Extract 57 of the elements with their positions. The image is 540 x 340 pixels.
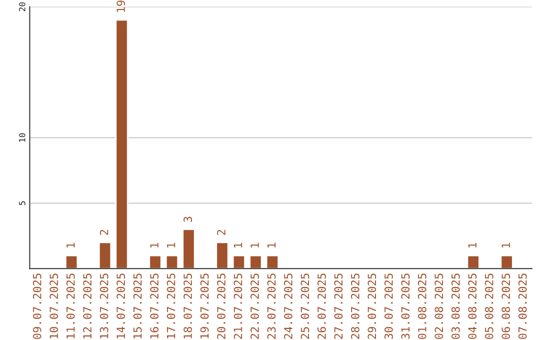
bar — [466, 254, 480, 269]
y-tick-label: 5 — [19, 201, 26, 206]
x-tick-label: 25.07.2025 — [300, 274, 310, 339]
x-tick-label: 16.07.2025 — [150, 274, 159, 338]
x-tick-label: 05.08.2025 — [484, 274, 494, 339]
x-tick-label: 24.07.2025 — [284, 274, 292, 339]
x-tick-label: 23.07.2025 — [267, 274, 276, 339]
data-label: 2 — [217, 230, 226, 235]
y-tick-label: 20 — [19, 2, 26, 12]
data-label: 1 — [150, 242, 158, 248]
bar — [98, 242, 112, 269]
x-tick-label: 04.08.2025 — [468, 274, 477, 339]
data-label: 1 — [166, 242, 176, 248]
data-label: 1 — [502, 242, 510, 248]
data-label: 1 — [468, 242, 476, 248]
data-label: 1 — [234, 242, 242, 248]
x-tick-label: 03.08.2025 — [451, 274, 460, 339]
data-label: 1 — [66, 242, 75, 248]
x-tick-label: 12.07.2025 — [83, 274, 92, 338]
x-tick-label: 29.07.2025 — [368, 274, 376, 339]
bar — [216, 242, 229, 269]
x-tick-label: 01.08.2025 — [418, 274, 426, 339]
x-tick-label: 21.07.2025 — [234, 274, 242, 339]
x-tick-label: 02.08.2025 — [434, 274, 444, 339]
bar — [115, 19, 128, 269]
x-tick-label: 14.07.2025 — [116, 274, 126, 338]
x-tick-label: 22.07.2025 — [250, 274, 259, 339]
x-tick-label: 30.07.2025 — [384, 274, 393, 339]
bar — [148, 254, 162, 269]
x-tick-label: 20.07.2025 — [217, 274, 226, 339]
bar — [232, 254, 246, 269]
x-tick-label: 31.07.2025 — [401, 274, 410, 339]
y-tick-label: 10 — [19, 133, 26, 142]
x-tick-label: 18.07.2025 — [184, 274, 192, 338]
bar — [249, 254, 262, 269]
x-tick-label: 15.07.2025 — [133, 274, 142, 338]
x-tick-label: 26.07.2025 — [318, 274, 326, 339]
x-tick-label: 27.07.2025 — [334, 274, 343, 339]
x-tick-label: 11.07.2025 — [66, 274, 75, 338]
bar — [500, 254, 514, 269]
data-label: 19 — [116, 0, 126, 12]
x-tick-label: 10.07.2025 — [50, 274, 58, 338]
x-tick-label: 17.07.2025 — [166, 274, 176, 338]
bar — [165, 254, 179, 269]
x-tick-label: 28.07.2025 — [350, 274, 360, 339]
bar — [266, 254, 279, 269]
data-label: 1 — [267, 242, 276, 248]
x-tick-label: 06.08.2025 — [502, 274, 510, 339]
x-tick-label: 07.08.2025 — [518, 274, 527, 339]
x-tick-label: 13.07.2025 — [100, 274, 108, 338]
bar — [64, 254, 78, 269]
data-label: 3 — [184, 216, 192, 222]
bar — [182, 228, 196, 269]
x-tick-label: 19.07.2025 — [200, 274, 209, 338]
data-label: 2 — [100, 230, 108, 235]
data-label: 1 — [250, 242, 259, 248]
x-tick-label: 09.07.2025 — [32, 274, 42, 339]
